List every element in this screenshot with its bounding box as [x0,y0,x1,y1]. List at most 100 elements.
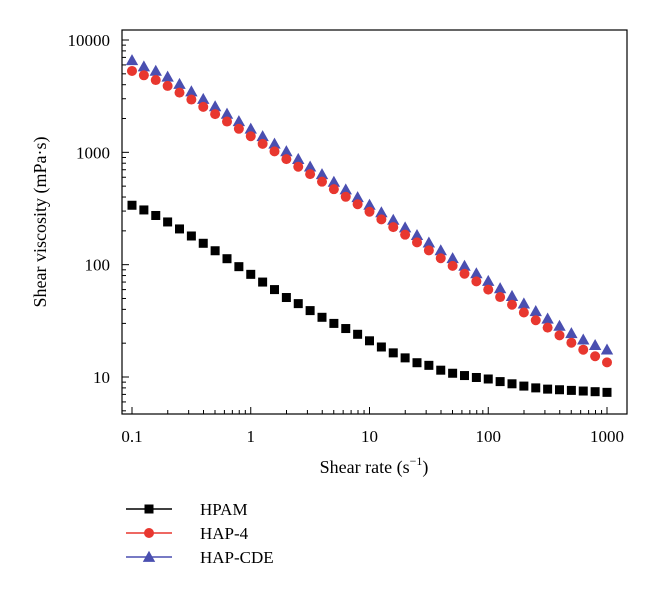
data-point [232,115,246,127]
data-point [387,213,400,225]
data-point [352,199,363,210]
data-point [234,262,244,272]
data-point [125,54,139,66]
data-point [588,338,602,351]
data-point [174,87,185,98]
y-tick-label: 10 [93,368,110,387]
data-point [351,191,364,203]
data-point [305,306,315,316]
data-point [410,228,424,241]
x-tick-label: 1000 [590,427,624,446]
data-point [578,386,588,396]
axes [121,29,628,415]
data-point [590,387,600,397]
data-point [388,222,399,233]
y-axis-label: Shear viscosity (mPa·s) [30,137,51,308]
data-point [173,77,186,89]
data-point [400,229,411,240]
data-point [471,276,482,287]
legend-label: HAP-CDE [200,548,274,567]
data-point [315,168,329,180]
legend-marker [142,550,156,562]
x-axis-label-main: Shear rate (s [320,457,410,478]
data-point [175,224,185,234]
series-hap-4 [127,65,612,368]
data-point [412,237,423,248]
data-point [365,336,374,346]
data-point [364,206,375,217]
x-tick-label: 0.1 [121,427,142,446]
legend-marker [144,528,154,538]
data-point [400,353,410,363]
x-tick-label: 100 [476,427,502,446]
data-point [150,75,161,86]
data-point [495,292,506,303]
data-point [268,137,281,149]
legend-item: HPAM [126,500,248,519]
legend-label: HAP-4 [200,524,249,543]
data-point [435,253,446,264]
data-point [139,205,149,215]
data-point [210,246,220,256]
data-point [554,330,565,341]
x-axis-label-superscript: −1 [410,454,423,468]
data-point [388,348,398,358]
data-point [161,70,174,82]
data-point [602,357,612,368]
data-point [482,274,495,286]
data-point [127,200,137,210]
data-point [590,351,601,362]
data-point [566,337,577,348]
data-point [423,245,434,256]
data-point [151,210,161,220]
data-point [470,267,483,279]
data-point [127,65,137,76]
legend-item: HAP-4 [126,524,249,543]
data-point [208,100,222,112]
data-point [542,322,553,333]
data-point [531,383,541,393]
data-point [471,372,481,382]
x-tick-label: 1 [247,427,256,446]
data-point [186,231,196,241]
data-point [518,307,529,318]
data-point [424,360,434,370]
data-point [198,238,208,248]
data-point [210,109,221,120]
data-point [600,343,614,355]
data-point [460,371,470,381]
data-point [530,315,541,326]
data-point [186,94,197,105]
data-point [258,277,268,287]
data-point [340,191,351,202]
data-point [565,327,578,339]
data-point [149,64,162,76]
data-point [376,342,386,352]
legend-item: HAP-CDE [126,548,274,567]
data-point [519,381,529,391]
data-point [422,236,436,248]
x-tick-label: 10 [361,427,378,446]
data-point [553,319,566,331]
data-point [328,184,339,195]
data-point [448,368,458,378]
data-point [376,214,387,225]
data-point [507,299,518,310]
data-point [270,285,280,295]
data-point [566,385,576,395]
data-point [293,299,303,309]
series-hap-cde [125,54,614,355]
y-tick-label: 1000 [76,143,110,162]
data-point [162,80,173,91]
data-point [483,374,493,384]
data-point [507,379,517,389]
data-point [246,269,256,279]
data-point [245,131,256,142]
data-point [197,92,210,104]
legend-label: HPAM [200,500,248,519]
data-point [317,312,327,322]
data-point [459,268,470,279]
data-point [316,176,327,187]
data-point [398,221,412,233]
